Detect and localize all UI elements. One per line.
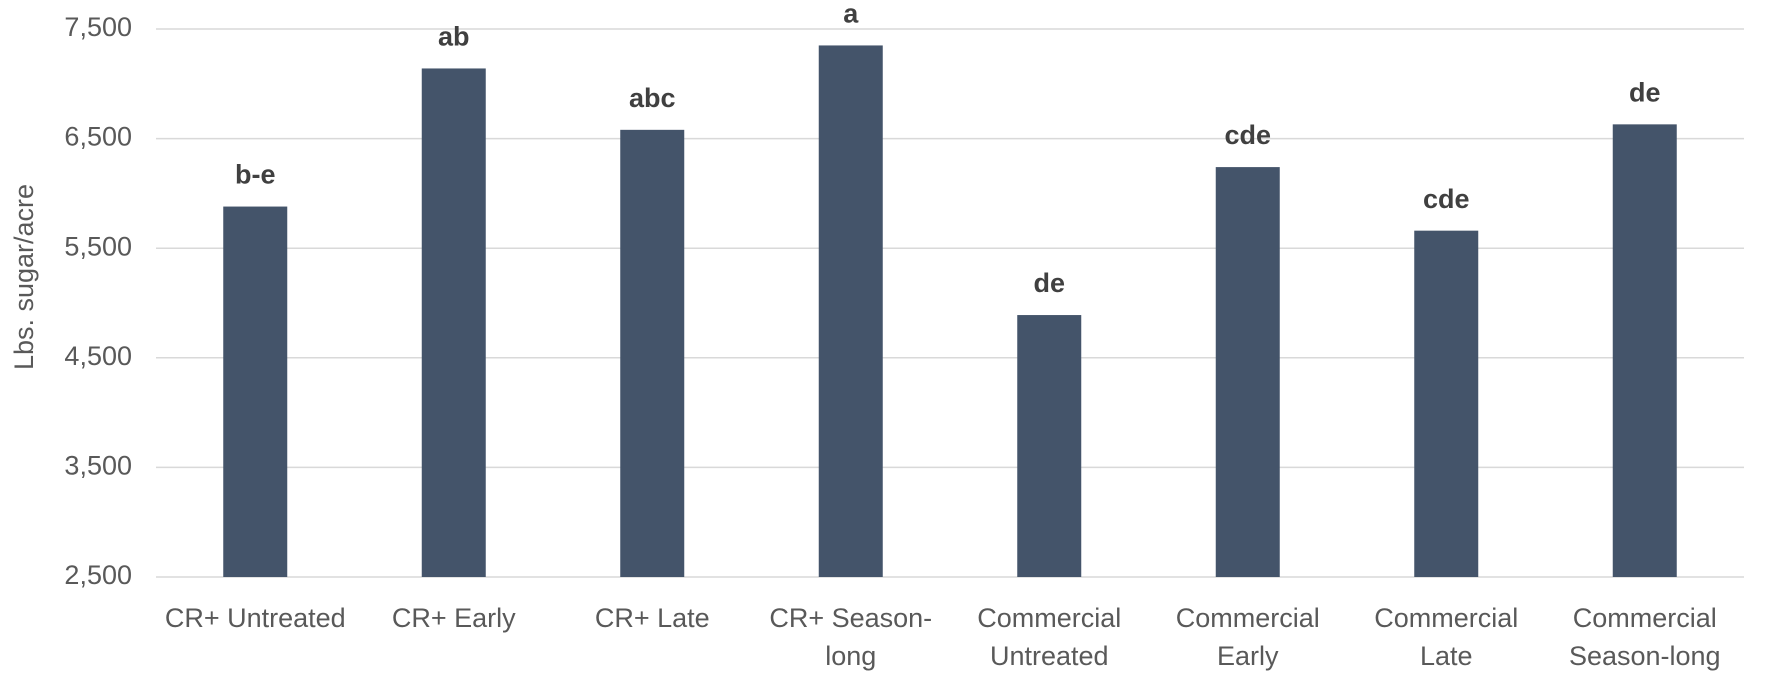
x-tick-label: Commercial Early [1175, 603, 1320, 671]
x-tick-label: CR+ Season-long [769, 603, 933, 671]
bar [1612, 124, 1677, 578]
y-tick-label: 3,500 [64, 451, 132, 481]
bar-annotation: de [1629, 77, 1661, 107]
bar [620, 129, 685, 577]
bar-annotation: cde [1224, 120, 1271, 150]
y-tick-label: 6,500 [64, 122, 132, 152]
bar [223, 206, 288, 577]
x-tick-label: Commercial Season-long [1568, 603, 1721, 671]
x-tick-label: Commercial Late [1374, 603, 1519, 671]
bar-annotation: b-e [235, 160, 276, 190]
bar [818, 45, 883, 577]
y-tick-label: 5,500 [64, 231, 132, 261]
bar-annotation: abc [629, 83, 676, 113]
y-axis-title: Lbs. sugar/acre [9, 184, 39, 370]
bar-annotation: de [1033, 268, 1065, 298]
x-tick-label: CR+ Untreated [164, 603, 346, 633]
bar [1017, 315, 1082, 577]
x-tick-label: CR+ Late [594, 603, 710, 633]
x-tick-label: CR+ Early [391, 603, 516, 633]
bar-annotation: ab [438, 22, 470, 52]
y-tick-label: 4,500 [64, 341, 132, 371]
bar [421, 68, 486, 578]
y-tick-label: 7,500 [64, 12, 132, 42]
y-tick-label: 2,500 [64, 560, 132, 590]
x-tick-label: Commercial Untreated [977, 603, 1122, 671]
bar-annotation: cde [1423, 184, 1470, 214]
bar [1414, 230, 1479, 577]
bar [1215, 167, 1280, 577]
bar-annotation: a [843, 0, 859, 29]
